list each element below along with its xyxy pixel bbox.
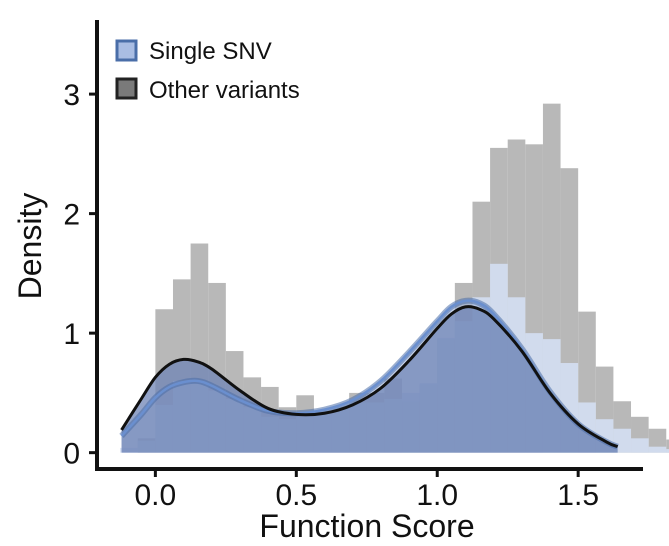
legend-swatch-other-variants — [115, 77, 138, 100]
hist-bar-single-snv — [613, 428, 632, 453]
x-tick-label: 1.0 — [416, 479, 458, 512]
y-tick-label: 3 — [63, 79, 80, 112]
y-tick-label: 2 — [63, 199, 80, 232]
hist-bar-single-snv — [648, 446, 667, 453]
hist-bar-other-variants — [648, 428, 667, 453]
legend: Single SNV Other variants — [115, 38, 300, 104]
y-axis-title: Density — [12, 193, 48, 300]
legend-label-single-snv: Single SNV — [149, 38, 272, 65]
legend-label-other-variants: Other variants — [149, 77, 300, 104]
ticks-layer: 0.0 0.5 1.0 1.5 0 1 2 3 — [63, 79, 599, 512]
density-area-other-variants — [121, 306, 618, 453]
hist-bar-single-snv — [666, 449, 669, 453]
x-tick-label: 1.5 — [557, 479, 599, 512]
y-tick-label: 1 — [63, 318, 80, 351]
x-tick-label: 0.5 — [275, 479, 317, 512]
x-tick-label: 0.0 — [135, 479, 177, 512]
hist-bar-other-variants — [666, 439, 669, 453]
hist-bar-single-snv — [631, 438, 649, 453]
density-line-other-variants — [120, 305, 619, 449]
legend-swatch-single-snv — [115, 39, 138, 62]
density-layer — [119, 297, 619, 453]
x-axis-title: Function Score — [259, 508, 474, 544]
y-tick-label: 0 — [63, 438, 80, 471]
